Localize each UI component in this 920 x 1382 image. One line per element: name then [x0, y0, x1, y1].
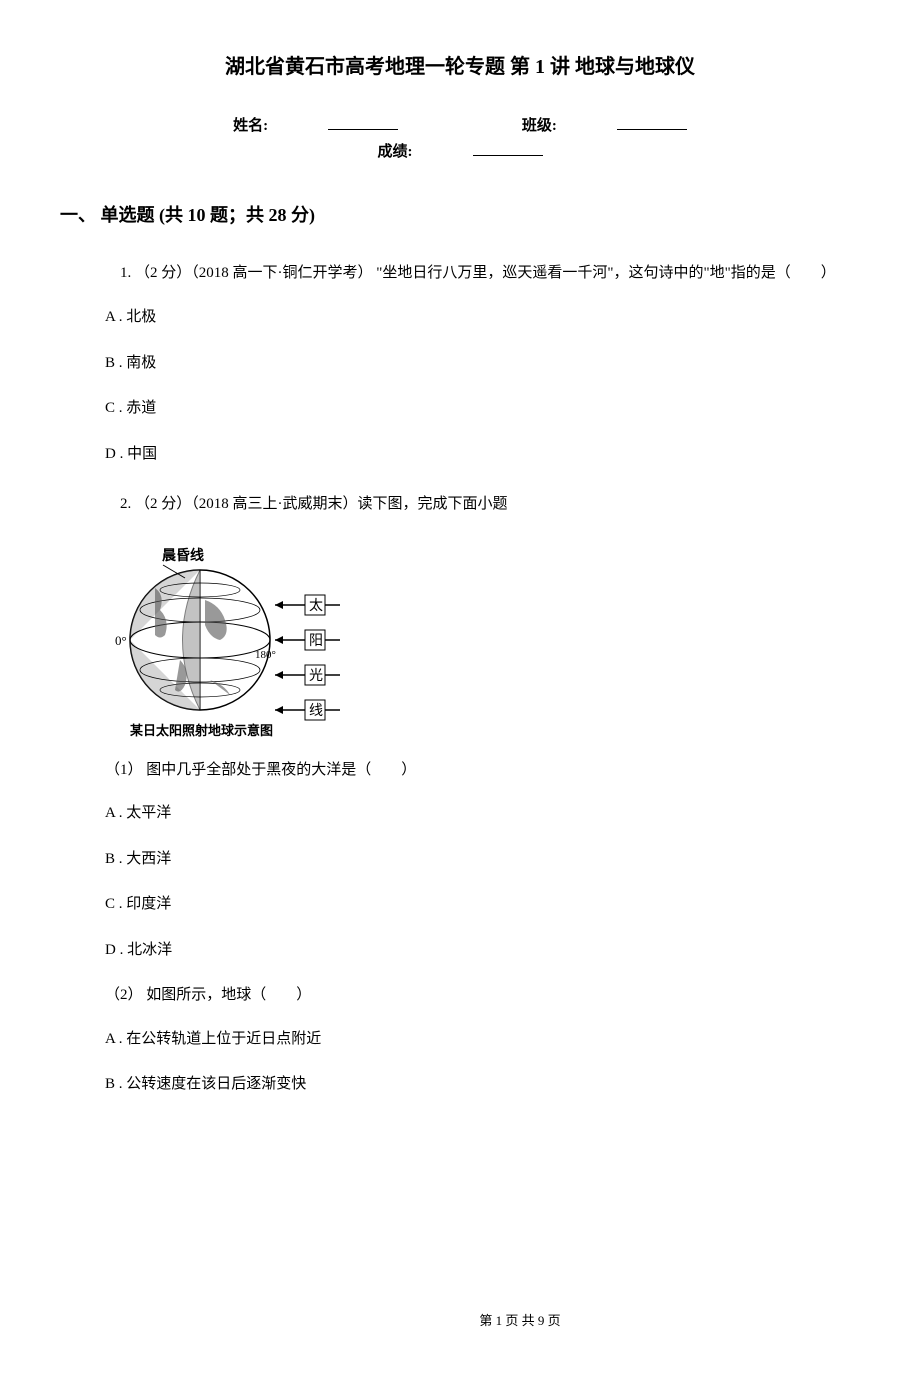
q1-option-b: B . 南极: [90, 351, 860, 377]
score-blank: [473, 141, 543, 156]
q2-sub2-text: 如图所示，地球（ ）: [143, 987, 312, 1003]
q2-sub1-option-c: C . 印度洋: [90, 892, 860, 918]
question-2: 2. （2 分）（2018 高三上·武威期末）读下图，完成下面小题: [60, 487, 860, 1098]
question-1: 1. （2 分）（2018 高一下·铜仁开学考） "坐地日行八万里，巡天遥看一千…: [60, 256, 860, 468]
q2-sub2: （2） 如图所示，地球（ ）: [90, 983, 860, 1009]
sun-label-2: 阳: [309, 633, 323, 649]
score-field: 成绩:: [348, 140, 573, 166]
sun-label-4: 线: [309, 703, 323, 719]
name-field: 姓名:: [203, 114, 428, 140]
q1-option-d: D . 中国: [90, 442, 860, 468]
q2-number: 2.: [120, 496, 135, 512]
q1-stem: "坐地日行八万里，巡天遥看一千河"，这句诗中的"地"指的是（ ）: [373, 265, 836, 281]
q1-option-c: C . 赤道: [90, 396, 860, 422]
q2-points: （2 分）: [135, 496, 191, 512]
q2-sub1-option-d: D . 北冰洋: [90, 938, 860, 964]
name-label: 姓名:: [233, 114, 268, 140]
longitude-label: 180°: [255, 649, 276, 661]
q2-source: （2018 高三上·武威期末）: [191, 496, 357, 512]
class-field: 班级:: [492, 114, 717, 140]
score-label: 成绩:: [378, 140, 413, 166]
q2-sub1-option-a: A . 太平洋: [90, 801, 860, 827]
sun-label-3: 光: [309, 668, 323, 684]
q2-sub2-option-a: A . 在公转轨道上位于近日点附近: [90, 1027, 860, 1053]
q2-sub2-label: （2）: [105, 987, 143, 1003]
diagram-caption: 某日太阳照射地球示意图: [129, 723, 273, 738]
section-title: 一、 单选题 (共 10 题；共 28 分): [60, 200, 860, 231]
q2-sub1-text: 图中几乎全部处于黑夜的大洋是（ ）: [143, 762, 417, 778]
question-2-text: 2. （2 分）（2018 高三上·武威期末）读下图，完成下面小题: [90, 487, 860, 522]
zero-deg-label: 0°: [115, 633, 127, 648]
earth-diagram-svg: 晨昏线 0° 180° 太 阳 光 线 某日太阳照射地球示意图: [110, 540, 345, 740]
q2-sub1-option-b: B . 大西洋: [90, 847, 860, 873]
q1-source: （2018 高一下·铜仁开学考）: [191, 265, 372, 281]
q2-sub1-label: （1）: [105, 762, 143, 778]
q2-sub2-option-b: B . 公转速度在该日后逐渐变快: [90, 1072, 860, 1098]
question-1-text: 1. （2 分）（2018 高一下·铜仁开学考） "坐地日行八万里，巡天遥看一千…: [90, 256, 860, 291]
info-line: 姓名: 班级: 成绩:: [60, 114, 860, 165]
class-label: 班级:: [522, 114, 557, 140]
q1-points: （2 分）: [135, 265, 191, 281]
q1-option-a: A . 北极: [90, 305, 860, 331]
sun-label-1: 太: [309, 598, 323, 614]
terminator-label: 晨昏线: [162, 547, 204, 564]
q2-stem: 读下图，完成下面小题: [358, 496, 508, 512]
name-blank: [328, 115, 398, 130]
class-blank: [617, 115, 687, 130]
main-title: 湖北省黄石市高考地理一轮专题 第 1 讲 地球与地球仪: [60, 50, 860, 84]
q2-diagram: 晨昏线 0° 180° 太 阳 光 线 某日太阳照射地球示意图: [110, 540, 860, 740]
page-footer: 第 1 页 共 9 页: [60, 1310, 920, 1332]
q2-sub1: （1） 图中几乎全部处于黑夜的大洋是（ ）: [90, 758, 860, 784]
q1-number: 1.: [120, 265, 135, 281]
